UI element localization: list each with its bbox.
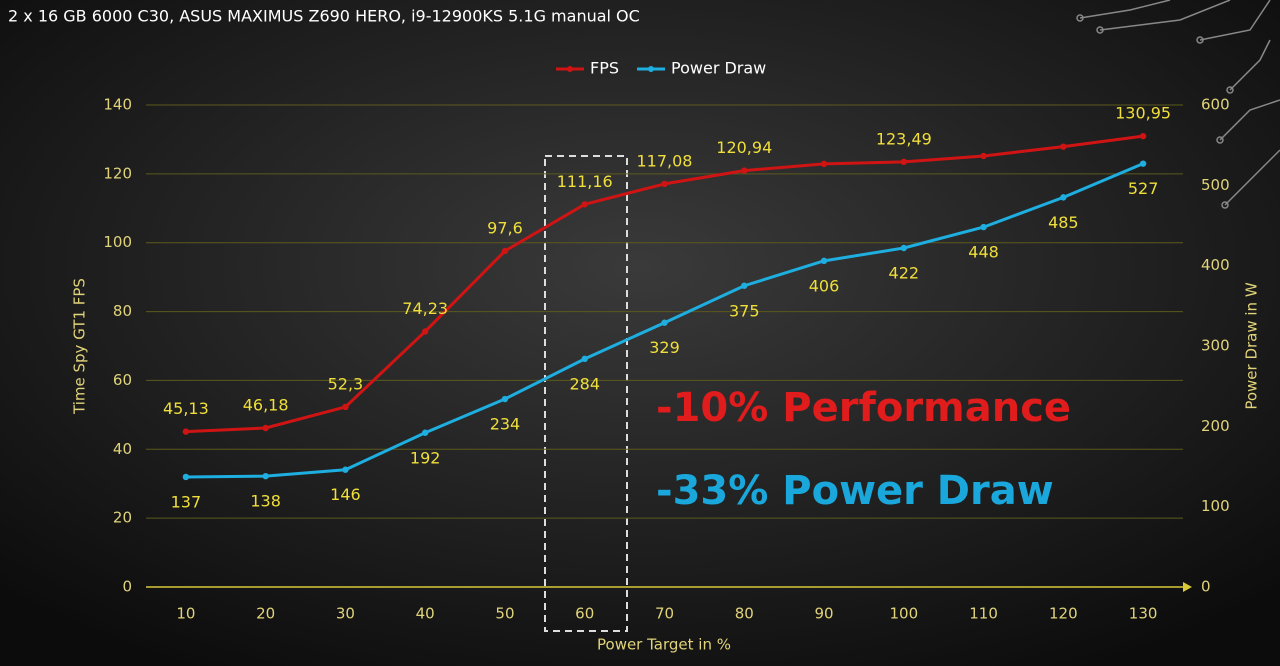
- x-axis-arrow: [1183, 582, 1192, 592]
- data-label: 527: [1128, 179, 1159, 198]
- data-label: 137: [171, 492, 202, 511]
- highlight-box: [544, 155, 628, 632]
- y-tick-label: 120: [103, 164, 132, 182]
- data-label: 192: [410, 448, 441, 467]
- y2-tick-label: 400: [1201, 256, 1230, 274]
- data-label: 138: [250, 492, 281, 511]
- x-tick-label: 20: [256, 605, 275, 623]
- annotation: -33% Power Draw: [656, 468, 1054, 514]
- data-point: [182, 428, 190, 435]
- y-tick-label: 20: [113, 509, 132, 527]
- data-point: [262, 424, 269, 432]
- data-point: [661, 319, 668, 326]
- data-point: [1139, 132, 1147, 140]
- y-tick-label: 60: [113, 371, 132, 389]
- data-point: [1139, 160, 1147, 167]
- data-label: 146: [330, 485, 361, 504]
- data-point: [501, 247, 509, 255]
- data-label: 448: [968, 243, 999, 262]
- data-point: [741, 282, 748, 289]
- annotation: -10% Performance: [656, 385, 1071, 431]
- x-tick-label: 100: [889, 605, 918, 623]
- x-tick-label: 40: [416, 605, 435, 623]
- data-label: 52,3: [328, 374, 364, 393]
- y2-tick-label: 100: [1201, 497, 1230, 515]
- data-point: [900, 244, 908, 252]
- data-point: [581, 201, 588, 208]
- data-label: 375: [729, 301, 760, 320]
- data-label: 234: [490, 415, 521, 434]
- data-label: 130,95: [1115, 104, 1171, 123]
- data-label: 406: [809, 276, 840, 295]
- chart-title: 2 x 16 GB 6000 C30, ASUS MAXIMUS Z690 HE…: [8, 7, 640, 26]
- data-point: [1060, 194, 1067, 201]
- y2-tick-label: 600: [1201, 96, 1230, 114]
- data-label: 123,49: [876, 129, 932, 148]
- y-axis-label: Time Spy GT1 FPS: [71, 278, 89, 415]
- data-point: [421, 429, 429, 436]
- x-tick-label: 110: [969, 605, 998, 623]
- x-tick-label: 120: [1049, 605, 1078, 623]
- legend-label: FPS: [590, 59, 619, 78]
- data-point: [421, 328, 429, 335]
- circuit-decoration: [1076, 0, 1280, 209]
- x-tick-label: 10: [176, 605, 195, 623]
- data-label: 74,23: [402, 299, 448, 318]
- data-label: 329: [649, 338, 680, 357]
- data-label: 422: [889, 263, 920, 282]
- legend-marker: [648, 66, 655, 72]
- x-tick-label: 30: [336, 605, 355, 623]
- data-point: [980, 152, 987, 160]
- y-tick-label: 140: [103, 96, 132, 114]
- x-tick-label: 90: [814, 605, 833, 623]
- x-axis-label: Power Target in %: [597, 636, 731, 654]
- y2-tick-label: 0: [1201, 578, 1211, 596]
- y2-axis-label: Power Draw in W: [1243, 282, 1261, 410]
- data-point: [1060, 143, 1067, 150]
- data-point: [342, 466, 349, 473]
- data-point: [820, 160, 828, 168]
- data-label: 97,6: [487, 218, 523, 237]
- x-tick-label: 70: [655, 605, 674, 623]
- y-tick-label: 80: [113, 302, 132, 320]
- y-tick-label: 40: [113, 440, 132, 458]
- data-label: 284: [569, 374, 600, 393]
- data-label: 45,13: [163, 399, 209, 418]
- data-label: 485: [1048, 213, 1079, 232]
- y2-tick-label: 300: [1201, 337, 1230, 355]
- data-point: [820, 257, 828, 265]
- data-point: [741, 167, 748, 174]
- data-point: [581, 355, 588, 363]
- data-point: [980, 223, 987, 231]
- y2-tick-label: 200: [1201, 417, 1230, 435]
- legend-marker: [567, 66, 573, 72]
- x-tick-label: 130: [1129, 605, 1158, 623]
- data-point: [661, 180, 668, 188]
- data-point: [182, 473, 190, 481]
- data-label: 117,08: [637, 151, 693, 170]
- x-tick-label: 80: [735, 605, 754, 623]
- y2-tick-label: 500: [1201, 176, 1230, 194]
- data-point: [501, 395, 509, 403]
- x-tick-label: 50: [495, 605, 514, 623]
- x-tick-label: 60: [575, 605, 594, 623]
- data-label: 111,16: [557, 172, 613, 191]
- legend-label: Power Draw: [671, 59, 766, 78]
- data-point: [342, 403, 349, 411]
- data-label: 46,18: [243, 396, 289, 415]
- data-point: [262, 472, 269, 480]
- y-tick-label: 100: [103, 233, 132, 251]
- data-label: 120,94: [716, 138, 772, 157]
- y-tick-label: 0: [122, 578, 132, 596]
- data-point: [900, 158, 908, 166]
